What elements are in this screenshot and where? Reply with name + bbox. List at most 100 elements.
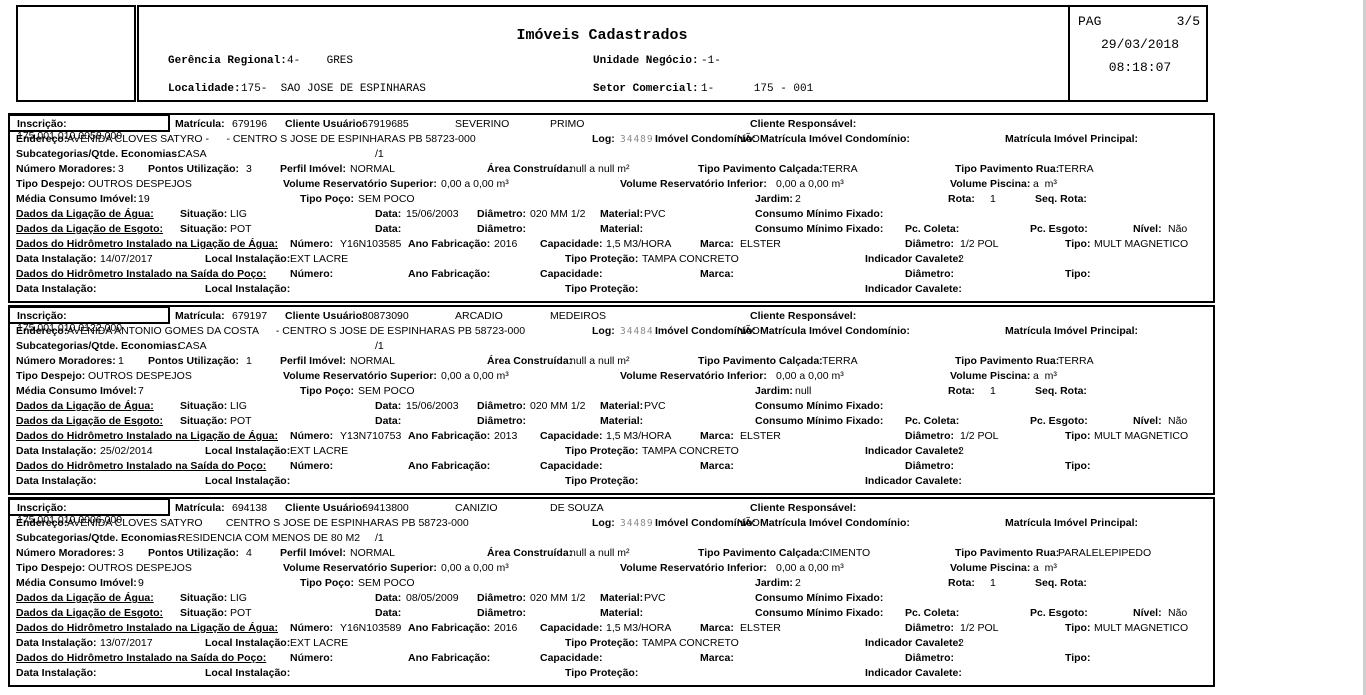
hidrometro-agua-capacidade-value: 1,5 M3/HORA <box>606 430 672 442</box>
hidrometro-agua-local-instalacao-value: EXT LACRE <box>290 637 349 649</box>
rota-label: Rota: <box>948 577 975 589</box>
agua-situacao-value: LIG <box>230 400 247 412</box>
hidrometro-agua-marca-value: ELSTER <box>740 238 781 250</box>
pag-label: PAG <box>1078 14 1102 29</box>
esgoto-consumo-minimo-label: Consumo Mínimo Fixado: <box>755 415 884 427</box>
cliente-usuario-nome: CANIZIO <box>455 502 498 514</box>
volume-piscina-label: Volume Piscina: <box>950 178 1031 190</box>
hidrometro-agua-indicador-cavalete-label: Indicador Cavalete: <box>865 445 962 457</box>
tipo-poco-label: Tipo Poço: <box>300 385 355 397</box>
endereco-label: Endereço: <box>16 325 68 337</box>
matricula-imovel-condominio-label: Matrícula Imóvel Condomínio: <box>760 517 910 529</box>
hidrometro-agua-tipo-label: Tipo: <box>1065 622 1091 634</box>
hidrometro-agua-tipo-protecao-value: TAMPA CONCRETO <box>642 445 739 457</box>
hidrometro-agua-marca-label: Marca: <box>700 238 734 250</box>
volume-reservatorio-superior-value: 0,00 a 0,00 m³ <box>441 562 509 574</box>
pc-esgoto-label: Pc. Esgoto: <box>1030 223 1088 235</box>
cliente-usuario-label: Cliente Usuário: <box>285 310 366 322</box>
hidrometro-agua-local-instalacao-label: Local Instalação: <box>205 253 291 265</box>
tipo-pavimento-calcada-label: Tipo Pavimento Calçada: <box>698 163 823 175</box>
agua-material-value: PVC <box>644 592 666 604</box>
record-row-hidrometro-poco: Dados do Hidrômetro Instalado na Saída d… <box>10 652 1213 666</box>
dados-hidrometro-agua-heading: Dados do Hidrômetro Instalado na Ligação… <box>16 622 278 634</box>
hidrometro-agua-capacidade-label: Capacidade: <box>540 622 603 634</box>
tipo-poco-value: SEM POCO <box>358 193 415 205</box>
hidrometro-agua-tipo-value: MULT MAGNETICO <box>1094 430 1189 442</box>
record-row-ligacao-agua: Dados da Ligação de Água: Situação: LIG … <box>10 400 1213 414</box>
hidrometro-poco-indicador-cavalete-label: Indicador Cavalete: <box>865 667 962 679</box>
perfil-imovel-value: NORMAL <box>350 547 395 559</box>
hidrometro-poco-capacidade-label: Capacidade: <box>540 652 603 664</box>
agua-situacao-value: LIG <box>230 208 247 220</box>
record-row-instalacao-poco: Data Instalação: Local Instalação: Tipo … <box>10 667 1213 681</box>
volume-reservatorio-superior-value: 0,00 a 0,00 m³ <box>441 178 509 190</box>
cliente-usuario-sobrenome: MEDEIROS <box>550 310 607 322</box>
nivel-value: Não <box>1168 607 1188 619</box>
hidrometro-agua-data-instalacao-label: Data Instalação: <box>16 637 97 649</box>
record-row-ligacao-agua: Dados da Ligação de Água: Situação: LIG … <box>10 592 1213 606</box>
records-list: Inscrição: 175.001.010.0058.000 Matrícul… <box>8 113 1215 689</box>
tipo-pavimento-rua-label: Tipo Pavimento Rua: <box>955 163 1060 175</box>
qtde-economias-value: /1 <box>375 340 384 352</box>
esgoto-situacao-label: Situação: <box>180 415 228 427</box>
record-row-caracteristicas: Número Moradores: 3 Pontos Utilização: 3… <box>10 163 1213 177</box>
record-row-instalacao-agua: Data Instalação: 14/07/2017 Local Instal… <box>10 253 1213 267</box>
gerencia-regional-value: 4- GRES <box>287 55 354 67</box>
record-row-identificacao: Inscrição: 175.001.010.0122.000 Matrícul… <box>8 306 1213 334</box>
hidrometro-agua-indicador-cavalete-label: Indicador Cavalete: <box>865 253 962 265</box>
matricula-imovel-principal-label: Matrícula Imóvel Principal: <box>1005 325 1139 337</box>
inscricao-box: Inscrição: 175.001.010.0122.000 <box>8 306 170 334</box>
cliente-usuario-sobrenome: PRIMO <box>550 118 585 130</box>
hidrometro-poco-ano-label: Ano Fabricação: <box>408 268 491 280</box>
imovel-condominio-value: NÃO <box>737 133 760 145</box>
jardim-label: Jardim: <box>755 193 793 205</box>
subcategorias-label: Subcategorias/Qtde. Economias: <box>16 532 181 544</box>
inscricao-label: Inscrição: <box>17 502 67 514</box>
inscricao-label: Inscrição: <box>17 310 67 322</box>
hidrometro-agua-local-instalacao-label: Local Instalação: <box>205 637 291 649</box>
cliente-usuario-label: Cliente Usuário: <box>285 502 366 514</box>
dados-ligacao-agua-heading: Dados da Ligação de Água: <box>16 400 154 412</box>
hidrometro-agua-numero-label: Número: <box>290 430 334 442</box>
log-value: 34489 <box>620 134 654 145</box>
localidade-value: 175- SAO JOSE DE ESPINHARAS <box>241 83 426 95</box>
hidrometro-poco-diametro-label: Diâmetro: <box>905 268 955 280</box>
hidrometro-poco-numero-label: Número: <box>290 652 334 664</box>
dados-hidrometro-poco-heading: Dados do Hidrômetro Instalado na Saída d… <box>16 460 267 472</box>
record-row-hidrometro-agua: Dados do Hidrômetro Instalado na Ligação… <box>10 622 1213 636</box>
record-row-ligacao-esgoto: Dados da Ligação de Esgoto: Situação: PO… <box>10 415 1213 429</box>
hidrometro-agua-local-instalacao-value: EXT LACRE <box>290 253 349 265</box>
esgoto-situacao-value: POT <box>230 223 252 235</box>
pontos-utilizacao-label: Pontos Utilização: <box>148 163 240 175</box>
log-value: 34489 <box>620 518 654 529</box>
tipo-poco-value: SEM POCO <box>358 577 415 589</box>
matricula-label: Matrícula: <box>175 118 225 130</box>
hidrometro-poco-local-instalacao-label: Local Instalação: <box>205 667 291 679</box>
tipo-poco-value: SEM POCO <box>358 385 415 397</box>
log-value: 34484 <box>620 326 654 337</box>
hidrometro-agua-data-instalacao-label: Data Instalação: <box>16 445 97 457</box>
numero-moradores-label: Número Moradores: <box>16 547 116 559</box>
agua-consumo-minimo-label: Consumo Mínimo Fixado: <box>755 400 884 412</box>
tipo-despejo-label: Tipo Despejo: <box>16 178 86 190</box>
pc-coleta-label: Pc. Coleta: <box>905 415 960 427</box>
nivel-label: Nível: <box>1133 415 1162 427</box>
hidrometro-agua-ano-value: 2013 <box>494 430 518 442</box>
matricula-imovel-principal-label: Matrícula Imóvel Principal: <box>1005 133 1139 145</box>
report-date: 29/03/2018 <box>1100 37 1179 52</box>
volume-reservatorio-superior-label: Volume Reservatório Superior: <box>283 178 437 190</box>
hidrometro-agua-tipo-protecao-label: Tipo Proteção: <box>565 253 639 265</box>
hidrometro-agua-tipo-value: MULT MAGNETICO <box>1094 238 1189 250</box>
log-label: Log: <box>592 133 615 145</box>
hidrometro-poco-capacidade-label: Capacidade: <box>540 460 603 472</box>
matricula-imovel-condominio-label: Matrícula Imóvel Condomínio: <box>760 133 910 145</box>
tipo-pavimento-calcada-label: Tipo Pavimento Calçada: <box>698 355 823 367</box>
hidrometro-agua-diametro-label: Diâmetro: <box>905 238 955 250</box>
media-consumo-value: 7 <box>138 385 144 397</box>
hidrometro-agua-diametro-label: Diâmetro: <box>905 622 955 634</box>
agua-material-value: PVC <box>644 208 666 220</box>
unidade-negocio-label: Unidade Negócio: <box>593 55 699 67</box>
hidrometro-poco-tipo-protecao-label: Tipo Proteção: <box>565 475 639 487</box>
hidrometro-agua-indicador-cavalete-value: 2 <box>958 253 964 265</box>
